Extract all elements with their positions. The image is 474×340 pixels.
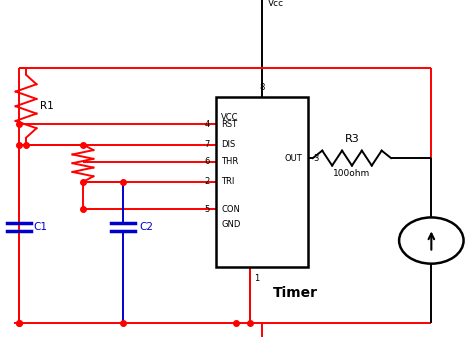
Text: 7: 7 bbox=[205, 140, 210, 149]
Text: R3: R3 bbox=[345, 134, 359, 144]
Text: 5: 5 bbox=[205, 205, 210, 214]
Text: CON: CON bbox=[221, 205, 240, 214]
Text: THR: THR bbox=[221, 157, 238, 166]
Text: TRI: TRI bbox=[221, 177, 235, 186]
Text: 2: 2 bbox=[205, 177, 210, 186]
Text: GND: GND bbox=[221, 220, 241, 229]
Text: 3: 3 bbox=[314, 154, 319, 163]
Text: 1: 1 bbox=[255, 274, 260, 283]
Text: RST: RST bbox=[221, 120, 237, 129]
Text: 6: 6 bbox=[205, 157, 210, 166]
Text: VCC: VCC bbox=[221, 113, 239, 122]
Text: 4: 4 bbox=[205, 120, 210, 129]
Text: 100ohm: 100ohm bbox=[333, 169, 371, 178]
Text: Vcc: Vcc bbox=[268, 0, 284, 8]
Text: DIS: DIS bbox=[221, 140, 236, 149]
Bar bbox=[216, 97, 308, 267]
Text: C2: C2 bbox=[140, 222, 154, 232]
Text: C1: C1 bbox=[33, 222, 47, 232]
Text: OUT: OUT bbox=[285, 154, 302, 163]
Text: R1: R1 bbox=[40, 101, 54, 111]
Text: 8: 8 bbox=[259, 83, 264, 92]
Text: Timer: Timer bbox=[273, 286, 318, 300]
